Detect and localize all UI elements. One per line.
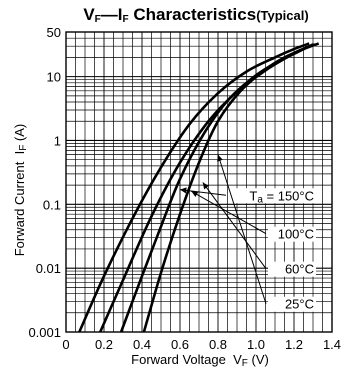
leader-arrow bbox=[217, 154, 223, 162]
annotation-bg bbox=[268, 296, 316, 312]
x-tick-label: 0.4 bbox=[133, 337, 151, 352]
series-label: Ta = 150°C bbox=[249, 188, 314, 205]
y-tick-label: 0.1 bbox=[43, 197, 61, 212]
series-line-150c bbox=[78, 42, 310, 333]
leader-arrow bbox=[191, 191, 199, 198]
annotation-bg bbox=[268, 261, 316, 277]
leader-line bbox=[217, 154, 267, 304]
x-tick-label: 0.2 bbox=[95, 337, 113, 352]
x-tick-label: 0.8 bbox=[209, 337, 227, 352]
series-label: 60°C bbox=[285, 262, 314, 277]
x-tick-label: 0.6 bbox=[171, 337, 189, 352]
chart-title: VF—IF Characteristics(Typical) bbox=[83, 5, 308, 25]
leader-line bbox=[202, 182, 267, 269]
y-tick-label: 10 bbox=[47, 70, 61, 85]
leader-arrow bbox=[202, 182, 209, 190]
x-tick-label: 0 bbox=[62, 337, 69, 352]
leader-line bbox=[191, 190, 267, 235]
y-tick-label: 0.01 bbox=[36, 261, 61, 276]
annotation-bg bbox=[228, 188, 316, 204]
tick-labels: 0 0.2 0.4 0.6 0.8 1.0 1.2 1.4 0.001 0.01 0.1 1 10 50 bbox=[28, 25, 341, 352]
plot-border bbox=[65, 31, 333, 333]
y-tick-label: 1 bbox=[54, 133, 61, 148]
series-line-25c bbox=[142, 42, 320, 333]
x-tick-label: 1.2 bbox=[285, 337, 303, 352]
x-tick-label: 1.4 bbox=[323, 337, 341, 352]
y-tick-label: 0.001 bbox=[28, 325, 61, 340]
y-tick-label: 50 bbox=[47, 25, 61, 40]
series-label: 25°C bbox=[285, 297, 314, 312]
annotation-bg bbox=[268, 226, 316, 242]
plot-frame bbox=[65, 31, 333, 333]
series-annotations: Ta = 150°C 100°C 60°C 25°C bbox=[179, 154, 316, 312]
x-axis-label: Forward Voltage VF (V) bbox=[131, 352, 269, 369]
chart-title-note: (Typical) bbox=[256, 8, 309, 23]
series-label: 100°C bbox=[278, 227, 314, 242]
y-axis-label: Forward Current IF (A) bbox=[12, 124, 29, 257]
curves bbox=[78, 42, 320, 333]
leader-line bbox=[179, 189, 227, 196]
leader-arrow bbox=[180, 187, 187, 194]
grid-lines bbox=[65, 31, 333, 333]
x-tick-label: 1.0 bbox=[247, 337, 265, 352]
